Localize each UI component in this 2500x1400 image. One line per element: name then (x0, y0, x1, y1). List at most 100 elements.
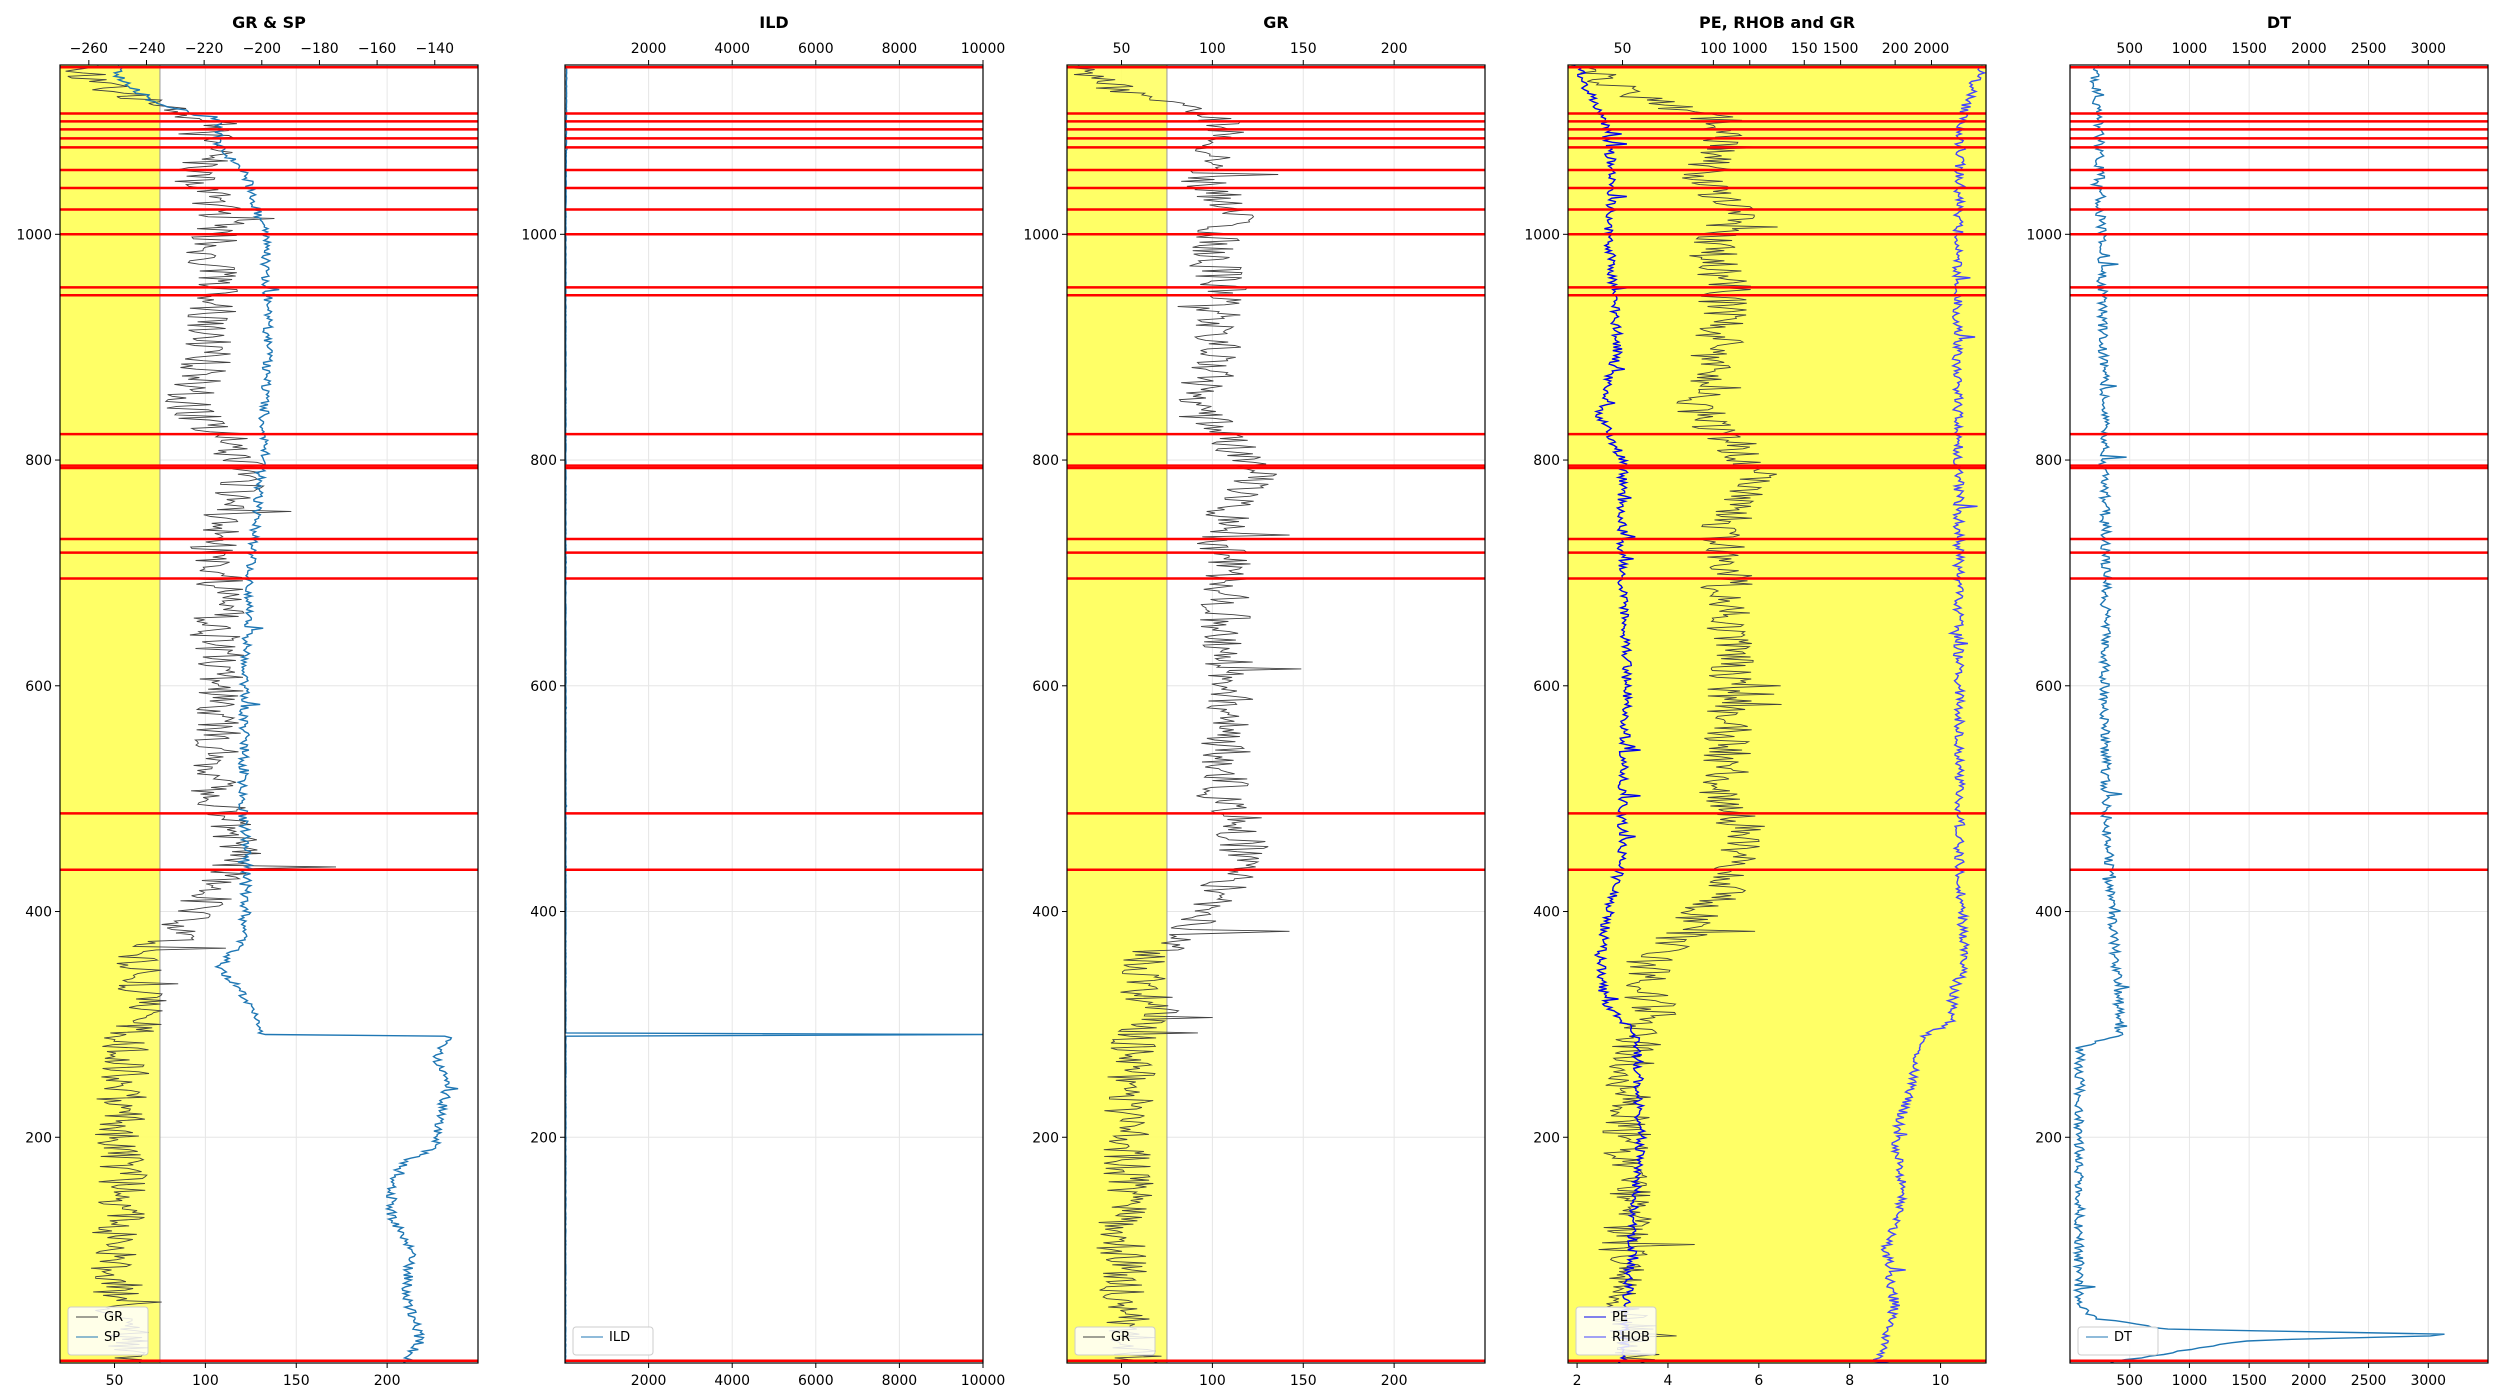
panel-title: DT (2267, 13, 2291, 32)
legend-label-pe: PE (1612, 1310, 1628, 1325)
panel-title: ILD (759, 13, 788, 32)
gr-shade-mask (60, 65, 160, 1363)
y-tick-label: 800 (1032, 453, 1059, 469)
series-gr-line (1070, 65, 1302, 1363)
panel-title: GR (1263, 13, 1288, 32)
y-tick-label: 400 (1533, 905, 1560, 921)
y-tick-label: 1000 (2026, 227, 2062, 243)
legend-box (67, 1306, 149, 1356)
plot-area (2070, 65, 2488, 1363)
y-tick-label: 400 (1032, 905, 1059, 921)
track-panel-4: DT 200 400 600 800 1000 500 1000 1500 2000 2500 300… (2026, 13, 2489, 1389)
y-tick-label: 400 (530, 905, 557, 921)
y-tick-label: 800 (2035, 453, 2062, 469)
y-tick-label: 800 (25, 453, 52, 469)
plot-area (1568, 65, 1986, 1363)
y-tick-label: 600 (1533, 679, 1560, 695)
y-tick-label: 1000 (521, 227, 557, 243)
x-bottom-tick-label: 150 (1290, 1373, 1317, 1389)
legend-label-gr: GR (1111, 1330, 1130, 1345)
y-tick-label: 800 (1533, 453, 1560, 469)
track-panel-3: PE, RHOB and GR 200 400 600 800 1000 2 4 6 8 10 50 1… (1524, 13, 1987, 1389)
x-top-tick-label: 200 (1882, 41, 1909, 57)
y-tick-label: 200 (2035, 1130, 2062, 1146)
x-bottom-tick-label: 8000 (882, 1373, 918, 1389)
plot-area (1067, 65, 1485, 1363)
plot-frame (59, 64, 479, 1364)
legend-label-ild: ILD (609, 1330, 630, 1345)
y-tick-label: 1000 (1023, 227, 1059, 243)
x-bottom-tick-label: 2000 (2291, 1373, 2327, 1389)
series-sp-line (112, 65, 459, 1363)
y-tick-label: 400 (2035, 905, 2062, 921)
x-top-tick-label: −200 (243, 41, 281, 57)
x-bottom-tick-label: 8 (1845, 1373, 1854, 1389)
legend-box (1074, 1326, 1156, 1356)
x-bottom-tick-label: 50 (106, 1373, 124, 1389)
track-panel-1: ILD 200 400 600 800 1000 2000 4000 6000 8000 10000… (521, 13, 1005, 1389)
y-tick-label: 600 (530, 679, 557, 695)
x-top-tick-label: 200 (1381, 41, 1408, 57)
legend-label-sp: SP (104, 1330, 120, 1345)
x-top-tick-label: 500 (2116, 41, 2143, 57)
legend-label-gr: GR (104, 1310, 123, 1325)
y-tick-label: 600 (25, 679, 52, 695)
x-bottom-tick-label: 3000 (2410, 1373, 2446, 1389)
x-bottom-tick-label: 150 (283, 1373, 310, 1389)
legend-box (1575, 1306, 1657, 1356)
track-panel-0: GR & SP 200 400 600 800 1000 50 100 150 200 −260 −2… (16, 13, 479, 1389)
x-top-tick-label: −220 (185, 41, 223, 57)
legend: DT (2077, 1326, 2159, 1356)
y-tick-label: 200 (1032, 1130, 1059, 1146)
x-bottom-tick-label: 2500 (2351, 1373, 2387, 1389)
x-bottom-tick-label: 50 (1113, 1373, 1131, 1389)
x-bottom-tick-label: 500 (2116, 1373, 2143, 1389)
y-tick-label: 800 (530, 453, 557, 469)
x-top-tick-label: −240 (127, 41, 165, 57)
plot-frame (1567, 64, 1987, 1364)
y-tick-label: 600 (2035, 679, 2062, 695)
panel-title: PE, RHOB and GR (1699, 13, 1855, 32)
x-top-tick-label: 50 (1614, 41, 1632, 57)
legend-box (2077, 1326, 2159, 1356)
x-top-tick-label: 4000 (714, 41, 750, 57)
x-bottom-tick-label: 6000 (798, 1373, 834, 1389)
x-top-secondary-tick-label: 2000 (1914, 41, 1950, 57)
plot-frame (564, 64, 984, 1364)
y-tick-label: 400 (25, 905, 52, 921)
x-bottom-tick-label: 10 (1932, 1373, 1950, 1389)
y-tick-label: 200 (1533, 1130, 1560, 1146)
x-top-tick-label: 8000 (882, 41, 918, 57)
legend: GR SP (67, 1306, 149, 1356)
y-tick-label: 1000 (16, 227, 52, 243)
x-top-tick-label: −180 (300, 41, 338, 57)
x-top-tick-label: 1000 (2172, 41, 2208, 57)
x-top-tick-label: 2000 (2291, 41, 2327, 57)
x-top-tick-label: 6000 (798, 41, 834, 57)
plot-frame (1066, 64, 1486, 1364)
x-top-tick-label: 2500 (2351, 41, 2387, 57)
x-top-tick-label: −160 (358, 41, 396, 57)
y-tick-label: 600 (1032, 679, 1059, 695)
x-top-tick-label: 150 (1791, 41, 1818, 57)
x-top-secondary-tick-label: 1000 (1732, 41, 1768, 57)
x-top-tick-label: 150 (1290, 41, 1317, 57)
x-top-tick-label: −260 (70, 41, 108, 57)
y-tick-label: 200 (530, 1130, 557, 1146)
legend-box (572, 1326, 654, 1356)
x-bottom-tick-label: 200 (1381, 1373, 1408, 1389)
panel-title: GR & SP (232, 13, 306, 32)
gr-shade-mask (1067, 65, 1167, 1363)
x-bottom-tick-label: 2000 (631, 1373, 667, 1389)
plot-frame (2069, 64, 2489, 1364)
x-bottom-tick-label: 10000 (961, 1373, 1006, 1389)
series-gr-line (65, 65, 337, 1363)
x-top-tick-label: 100 (1199, 41, 1226, 57)
track-panel-2: GR 200 400 600 800 1000 50 100 150 200 50 100 150 200… (1023, 13, 1486, 1389)
x-top-tick-label: 1500 (2231, 41, 2267, 57)
legend: GR (1074, 1326, 1156, 1356)
x-top-tick-label: 100 (1700, 41, 1727, 57)
series-rhob-line (1872, 65, 1986, 1363)
x-bottom-tick-label: 4 (1663, 1373, 1672, 1389)
